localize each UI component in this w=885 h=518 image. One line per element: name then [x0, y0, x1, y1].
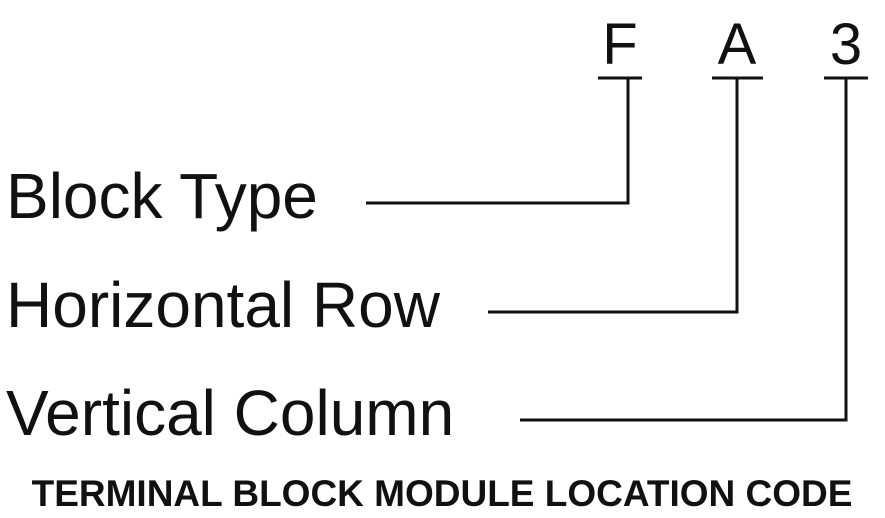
- leader-line-vertical-column: [520, 78, 848, 422]
- code-letter-block-type: F: [602, 12, 637, 77]
- label-block-type: Block Type: [6, 160, 318, 232]
- label-vertical-column: Vertical Column: [6, 377, 454, 449]
- leader-line-horizontal-row: [488, 78, 739, 314]
- code-letter-vertical-column: 3: [830, 12, 862, 77]
- code-letter-horizontal-row: A: [718, 12, 757, 77]
- diagram-caption: TERMINAL BLOCK MODULE LOCATION CODE: [32, 473, 853, 514]
- leader-line-block-type: [366, 78, 630, 205]
- label-horizontal-row: Horizontal Row: [6, 269, 441, 341]
